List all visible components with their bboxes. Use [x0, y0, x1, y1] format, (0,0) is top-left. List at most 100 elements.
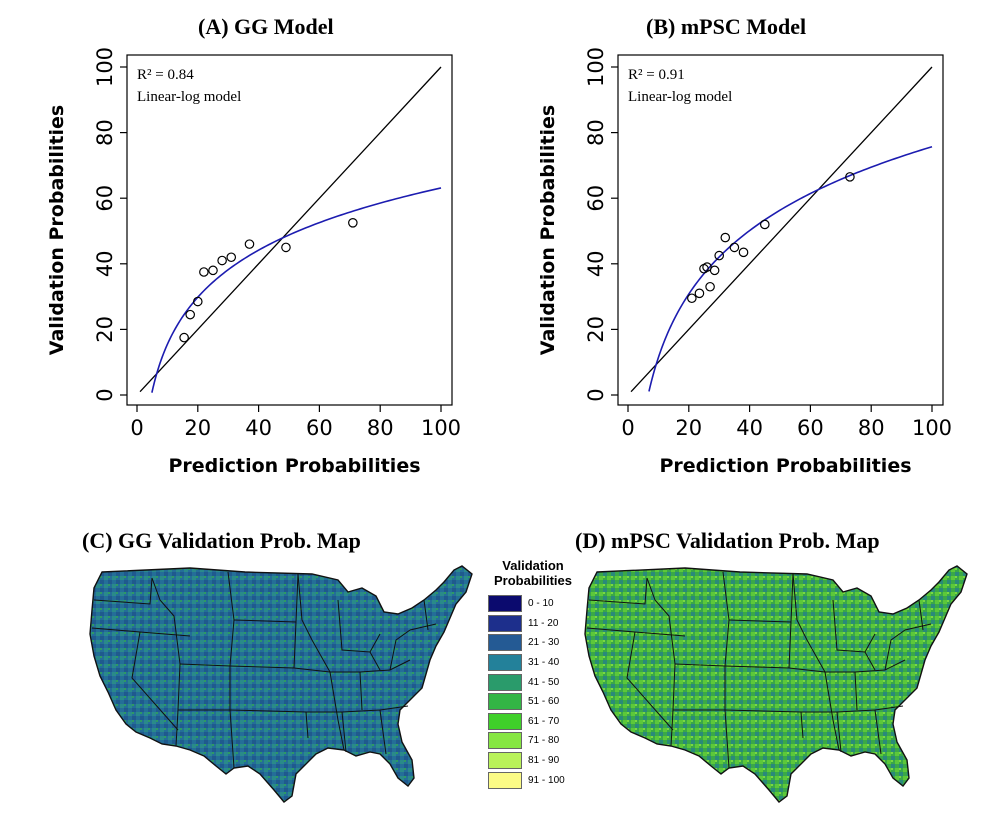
x-tick-label: 100: [421, 416, 461, 440]
x-tick-label: 60: [306, 416, 333, 440]
data-point: [217, 255, 227, 266]
legend-swatch: [488, 614, 522, 632]
data-point: [244, 239, 255, 249]
legend-swatch: [488, 634, 522, 652]
y-tick-label: 80: [584, 119, 608, 146]
legend-item: 81 - 90: [488, 751, 588, 771]
legend-label: 81 - 90: [528, 755, 560, 767]
one-to-one-line: [139, 66, 442, 393]
legend-item: 71 - 80: [488, 731, 588, 751]
x-tick-label: 40: [736, 416, 763, 440]
y-tick-label: 100: [93, 47, 117, 87]
x-axis-label: Prediction Probabilities: [168, 455, 420, 477]
data-point: [281, 242, 291, 253]
plot-frame: [617, 54, 944, 406]
legend-item: 0 - 10: [488, 594, 588, 614]
y-tick-label: 40: [93, 250, 117, 277]
x-tick-label: 80: [367, 416, 394, 440]
x-tick-label: 20: [184, 416, 211, 440]
y-tick-label: 60: [584, 185, 608, 212]
legend-item: 21 - 30: [488, 633, 588, 653]
data-point: [738, 247, 749, 258]
panel-c-title: (C) GG Validation Prob. Map: [82, 528, 361, 553]
legend-item: 51 - 60: [488, 692, 588, 712]
one-to-one-line: [630, 66, 933, 393]
us-map-mpsc: [584, 565, 968, 803]
panel-b-title: (B) mPSC Model: [646, 14, 807, 39]
legend-swatch: [488, 752, 522, 770]
y-tick-label: 60: [93, 185, 117, 212]
y-tick-label: 80: [93, 119, 117, 146]
y-tick-label: 40: [584, 250, 608, 277]
data-point: [694, 288, 705, 299]
legend-swatch: [488, 712, 522, 730]
x-tick-label: 40: [245, 416, 272, 440]
y-tick-label: 20: [93, 316, 117, 343]
data-point: [193, 296, 203, 307]
panel-d-title: (D) mPSC Validation Prob. Map: [575, 528, 880, 553]
x-tick-label: 100: [912, 416, 952, 440]
x-tick-label: 20: [675, 416, 702, 440]
legend-item: 31 - 40: [488, 653, 588, 673]
legend-label: 31 - 40: [528, 657, 560, 669]
legend-label: 71 - 80: [528, 735, 560, 747]
legend-title-line2: Probabilities: [493, 573, 573, 588]
x-tick-label: 60: [797, 416, 824, 440]
legend-label: 61 - 70: [528, 715, 560, 727]
legend-item: 61 - 70: [488, 712, 588, 732]
legend-item: 41 - 50: [488, 672, 588, 692]
legend-label: 21 - 30: [528, 637, 560, 649]
legend-swatch: [488, 673, 522, 691]
legend-item: 91 - 100: [488, 770, 588, 790]
r-squared-label: R² = 0.84: [137, 67, 194, 83]
legend-label: 0 - 10: [528, 598, 554, 610]
model-label: Linear-log model: [137, 89, 241, 105]
y-tick-label: 0: [584, 388, 608, 401]
y-axis-label: Validation Probabilities: [537, 105, 559, 355]
data-point: [709, 265, 720, 276]
legend-swatch: [488, 771, 522, 789]
r-squared-label: R² = 0.91: [628, 67, 685, 83]
data-point: [729, 242, 740, 253]
data-point: [714, 250, 724, 261]
legend-swatch: [488, 654, 522, 672]
y-tick-label: 0: [93, 388, 117, 401]
data-point: [687, 293, 697, 304]
x-tick-label: 0: [621, 416, 634, 440]
legend-label: 41 - 50: [528, 676, 560, 688]
data-point: [226, 252, 237, 263]
fit-curve: [648, 145, 933, 392]
legend-swatch: [488, 595, 522, 613]
y-axis-label: Validation Probabilities: [46, 105, 68, 355]
data-point: [179, 332, 189, 343]
legend-label: 51 - 60: [528, 696, 560, 708]
data-point: [348, 218, 358, 228]
legend-title-line1: Validation: [502, 558, 564, 573]
x-tick-label: 80: [858, 416, 885, 440]
legend-label: 11 - 20: [528, 617, 559, 629]
x-tick-label: 0: [130, 416, 143, 440]
us-map-gg: [89, 565, 473, 803]
plot-frame: [126, 54, 453, 406]
y-tick-label: 20: [584, 316, 608, 343]
data-point: [759, 219, 770, 230]
model-label: Linear-log model: [628, 89, 732, 105]
fit-curve: [151, 187, 442, 393]
map-gg: [80, 560, 480, 815]
data-point: [845, 172, 855, 182]
validation-legend: Validation Probabilities 0 - 10 11 - 20 21…: [478, 558, 588, 790]
legend-swatch: [488, 732, 522, 750]
data-point: [705, 281, 715, 292]
legend-item: 11 - 20: [488, 614, 588, 634]
data-point: [185, 309, 195, 320]
map-mpsc: [575, 560, 975, 815]
x-axis-label: Prediction Probabilities: [659, 455, 911, 477]
data-point: [199, 267, 209, 277]
data-point: [208, 265, 218, 276]
data-point: [720, 232, 731, 243]
legend-swatch: [488, 693, 522, 711]
legend-label: 91 - 100: [528, 774, 565, 786]
y-tick-label: 100: [584, 47, 608, 87]
